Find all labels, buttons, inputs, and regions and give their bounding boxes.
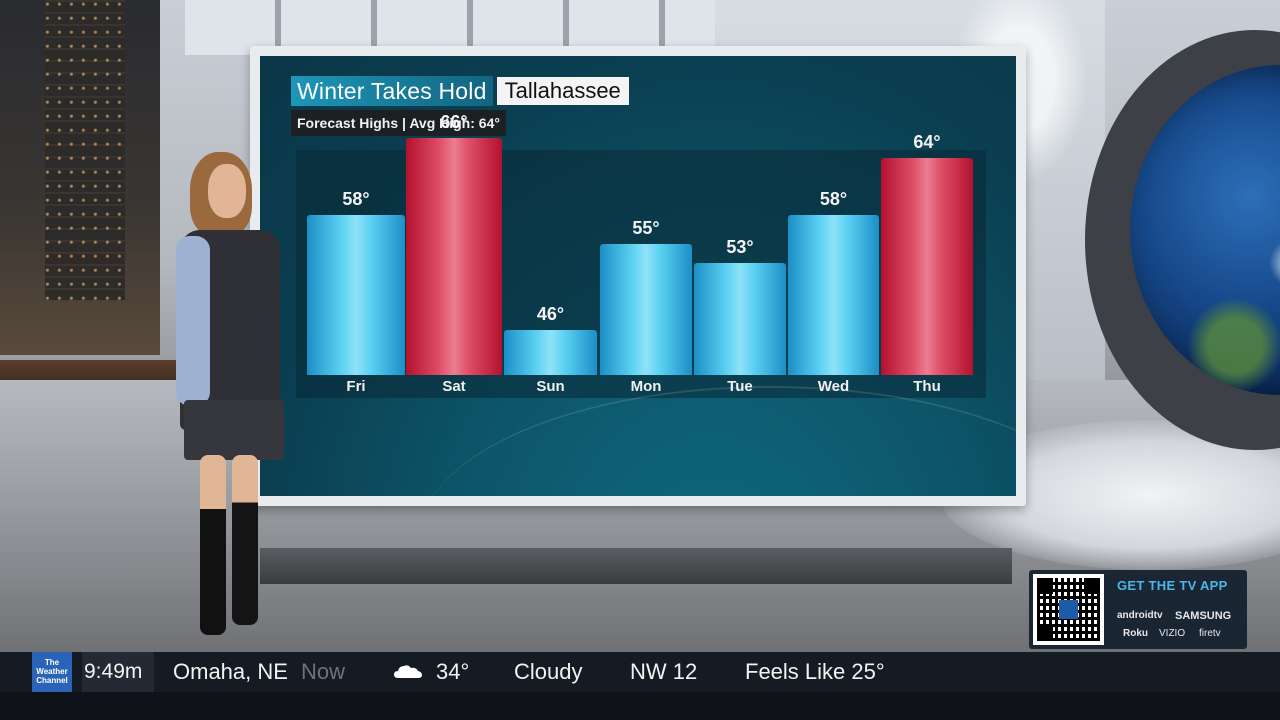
bar-sun — [504, 330, 597, 375]
weather-channel-logo: The Weather Channel — [32, 652, 72, 692]
bar-value-label: 58° — [342, 189, 370, 210]
graphic-subtitle: Forecast Highs | Avg High: 64° — [291, 110, 506, 136]
ticker-location: Omaha, NE — [173, 659, 288, 684]
meteorologist — [170, 150, 300, 650]
studio-background: Winter Takes Hold Tallahassee Forecast H… — [0, 0, 1280, 652]
ticker-temperature: 34° — [436, 659, 470, 684]
bar-column-sun: 46° Sun — [504, 150, 597, 398]
bar-column-wed: 58° Wed — [788, 150, 879, 398]
bar-value-label: 53° — [726, 237, 754, 258]
brand-firetv: firetv — [1199, 628, 1221, 639]
day-label: Sun — [536, 378, 565, 395]
bar-column-mon: 55° Mon — [600, 150, 692, 398]
twc-badge-icon — [1059, 600, 1078, 619]
bar-column-tue: 53° Tue — [694, 150, 786, 398]
brand-samsung: SAMSUNG — [1175, 610, 1232, 622]
tv-app-promo: GET THE TV APP androidtv SAMSUNG Roku VI… — [1029, 570, 1247, 649]
ticker-wind: NW 12 — [630, 659, 698, 684]
bar-wed — [788, 215, 879, 375]
bar-fri — [307, 215, 405, 375]
ticker-feels-like: Feels Like 25° — [745, 659, 885, 684]
day-label: Sat — [442, 378, 466, 395]
qr-code[interactable] — [1033, 574, 1104, 645]
screen-stand — [260, 548, 1012, 584]
brand-roku: Roku — [1123, 628, 1148, 639]
bar-value-label: 66° — [440, 112, 468, 133]
ticker-condition: Cloudy — [514, 659, 583, 684]
day-label: Mon — [630, 378, 662, 395]
ticker-strip — [0, 652, 1280, 692]
wall-panels — [185, 0, 715, 55]
bar-mon — [600, 244, 692, 375]
forecast-highs-chart: 58° Fri 66° Sat 46° Sun 55° Mon 53° Tue 58° Wed 64° T… — [296, 112, 986, 398]
day-label: Tue — [727, 378, 753, 395]
ticker-time: 9:49m — [82, 652, 154, 692]
cloud-icon — [394, 665, 422, 678]
bar-sat — [406, 138, 502, 375]
day-label: Wed — [817, 378, 850, 395]
lower-ticker: The Weather Channel 9:49m Omaha, NE Now … — [0, 652, 1280, 720]
bar-column-sat: 66° Sat — [406, 112, 502, 398]
bar-column-fri: 58° Fri — [307, 150, 405, 398]
bar-column-thu: 64° Thu — [881, 132, 973, 398]
bar-value-label: 55° — [632, 218, 660, 238]
day-label: Thu — [913, 378, 941, 395]
bar-value-label: 64° — [913, 131, 941, 152]
bar-thu — [881, 157, 973, 375]
app-promo-title: GET THE TV APP — [1117, 578, 1228, 593]
graphic-title-row: Winter Takes Hold Tallahassee — [291, 76, 629, 106]
graphic-title: Winter Takes Hold — [291, 76, 493, 106]
ticker-now-label: Now — [301, 659, 346, 684]
bar-tue — [694, 263, 786, 375]
brand-vizio: VIZIO — [1159, 628, 1186, 639]
city-window — [0, 0, 160, 355]
bar-value-label: 46° — [536, 304, 565, 325]
brand-androidtv: androidtv — [1117, 610, 1163, 621]
forecast-display: Winter Takes Hold Tallahassee Forecast H… — [260, 56, 1016, 496]
day-label: Fri — [346, 378, 366, 395]
graphic-city: Tallahassee — [496, 77, 629, 105]
bar-value-label: 58° — [819, 189, 848, 210]
